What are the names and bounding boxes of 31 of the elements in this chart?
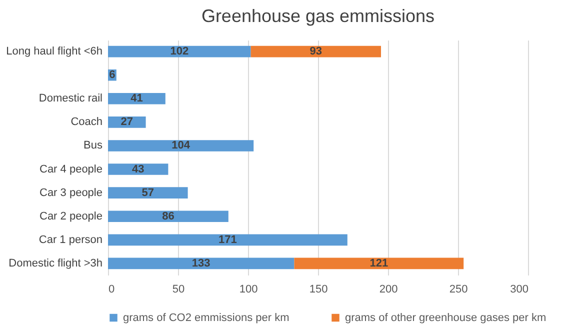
data-label: 86 [162, 210, 174, 222]
x-tick-label: 0 [108, 284, 115, 296]
data-label: 102 [170, 46, 189, 58]
x-tick-label: 200 [379, 284, 398, 296]
x-tick-label: 300 [510, 284, 528, 296]
y-tick-label: Domestic rail [38, 92, 102, 105]
legend-label: grams of other greenhouse gases per km [345, 312, 546, 324]
data-label: 57 [142, 186, 154, 199]
x-tick-label: 250 [449, 284, 468, 296]
data-label: 6 [109, 69, 116, 82]
y-tick-label: Car 2 people [40, 210, 102, 222]
y-tick-label: Long haul flight <6h [6, 46, 102, 58]
x-tick-label: 150 [309, 284, 328, 296]
legend-label: grams of CO2 emmissions per km [123, 312, 290, 324]
data-label: 133 [192, 257, 210, 270]
x-tick-label: 100 [239, 284, 258, 296]
y-tick-label: Car 1 person [38, 234, 102, 246]
y-tick-label: Car 3 people [40, 186, 102, 199]
y-tick-label: Car 4 people [40, 163, 102, 176]
data-label: 27 [120, 116, 134, 128]
data-label: 43 [132, 163, 144, 176]
data-label: 41 [130, 92, 143, 105]
data-label: 93 [310, 46, 322, 58]
y-tick-label: Coach [70, 116, 102, 128]
chart-title: Greenhouse gas emmissions [201, 6, 435, 26]
data-label: 171 [218, 234, 237, 246]
data-label: 121 [370, 257, 388, 270]
y-tick-label: Bus [84, 140, 103, 152]
data-label: 104 [172, 140, 191, 152]
y-tick-label: Domestic flight >3h [8, 257, 102, 270]
x-tick-label: 50 [172, 284, 185, 296]
